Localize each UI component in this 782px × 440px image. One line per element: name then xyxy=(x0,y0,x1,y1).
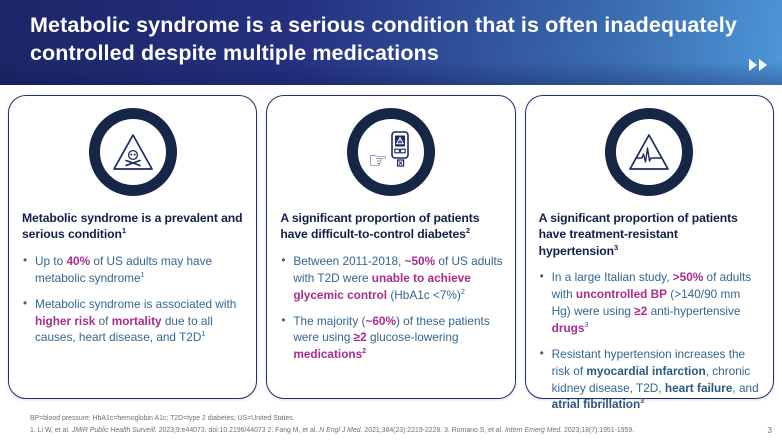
ecg-warning-triangle-icon xyxy=(629,134,670,170)
bullet-item: Between 2011-2018, ~50% of US adults wit… xyxy=(280,252,502,304)
card-resistant-hypertension: A significant proportion of patients hav… xyxy=(524,95,774,411)
card-bullets: Between 2011-2018, ~50% of US adults wit… xyxy=(279,252,502,364)
bullet-item: Metabolic syndrome is associated with hi… xyxy=(22,295,244,347)
card-heading: Metabolic syndrome is a prevalent and se… xyxy=(22,211,243,242)
slide-footer: BP=blood pressure; HbA1c=hemoglobin A1c;… xyxy=(30,413,742,436)
slide-title-line-1: Metabolic syndrome is a serious conditio… xyxy=(30,13,737,37)
icon-ring xyxy=(88,108,177,196)
references-line: 1. Li W, et al. JMIR Public Health Surve… xyxy=(30,426,635,434)
card-heading: A significant proportion of patients hav… xyxy=(280,211,480,242)
glucose-meter-warning-icon: ☞ xyxy=(368,131,409,174)
card-metabolic-syndrome: Metabolic syndrome is a prevalent and se… xyxy=(8,95,258,399)
icon-ring: ☞ xyxy=(346,108,435,196)
bullet-item: Up to 40% of US adults may have metaboli… xyxy=(22,252,244,287)
abbreviations-line: BP=blood pressure; HbA1c=hemoglobin A1c;… xyxy=(30,415,295,423)
slide-header: Metabolic syndrome is a serious conditio… xyxy=(0,0,782,85)
card-bullets: Up to 40% of US adults may have metaboli… xyxy=(21,252,244,347)
card-heading: A significant proportion of patients hav… xyxy=(538,211,738,258)
bullet-item: The majority (~60%) of these patients we… xyxy=(280,312,502,364)
slide-title-line-2: controlled despite multiple medications xyxy=(30,41,439,66)
cards-row: Metabolic syndrome is a prevalent and se… xyxy=(8,95,774,411)
card-difficult-diabetes: ☞ A significant proportion of patients h… xyxy=(266,95,516,399)
bullet-item: Resistant hypertension increases the ris… xyxy=(539,345,761,413)
icon-ring xyxy=(605,108,694,196)
hazard-skull-crossbones-icon xyxy=(112,134,153,170)
bullet-item: In a large Italian study, >50% of adults… xyxy=(539,268,761,336)
svg-text:☞: ☞ xyxy=(368,149,388,174)
page-number: 3 xyxy=(767,426,772,435)
slide-title: Metabolic syndrome is a serious conditio… xyxy=(30,11,742,68)
card-bullets: In a large Italian study, >50% of adults… xyxy=(538,268,761,413)
fast-forward-icon[interactable] xyxy=(748,58,769,72)
